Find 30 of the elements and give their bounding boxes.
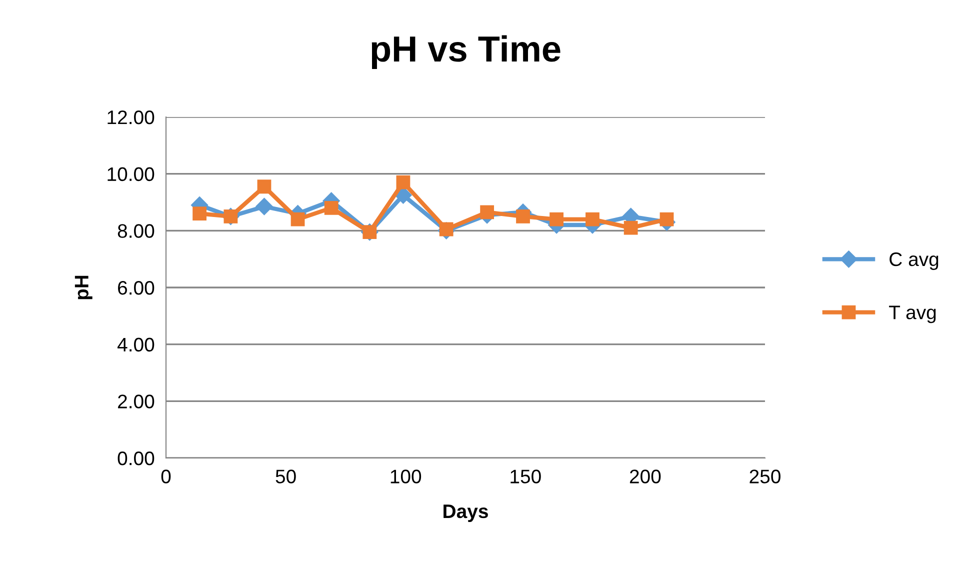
x-tick-label: 250 bbox=[750, 470, 780, 484]
point bbox=[192, 206, 206, 221]
legend-label: C avg bbox=[890, 252, 938, 270]
point bbox=[256, 198, 273, 216]
y-tick-label: 6.00 bbox=[118, 280, 154, 295]
point bbox=[660, 212, 674, 226]
point bbox=[290, 212, 305, 226]
point bbox=[257, 180, 272, 194]
point bbox=[550, 212, 564, 226]
y-tick-label: 0.00 bbox=[118, 451, 154, 466]
y-tick-label: 4.00 bbox=[117, 338, 154, 352]
point bbox=[396, 175, 410, 190]
point bbox=[586, 212, 600, 226]
legend-label: T avg bbox=[889, 306, 936, 324]
point bbox=[516, 210, 530, 224]
x-tick-label: 50 bbox=[276, 470, 296, 484]
x-tick-label: 100 bbox=[390, 470, 422, 484]
point bbox=[624, 220, 638, 235]
point bbox=[480, 205, 494, 220]
x-tick-label: 150 bbox=[510, 470, 541, 484]
y-axis-title: pH bbox=[74, 276, 92, 300]
chart-title: pH vs Time bbox=[372, 35, 560, 69]
y-tick-label: 10.00 bbox=[108, 167, 154, 182]
y-tick-label: 2.00 bbox=[118, 394, 154, 408]
y-tick-label: 12.00 bbox=[108, 110, 154, 124]
x-tick-label: 200 bbox=[630, 470, 661, 484]
x-tick-label: 0 bbox=[161, 470, 171, 484]
y-tick-label: 8.00 bbox=[118, 224, 154, 238]
x-axis-title: Days bbox=[444, 504, 488, 522]
point bbox=[324, 200, 338, 215]
